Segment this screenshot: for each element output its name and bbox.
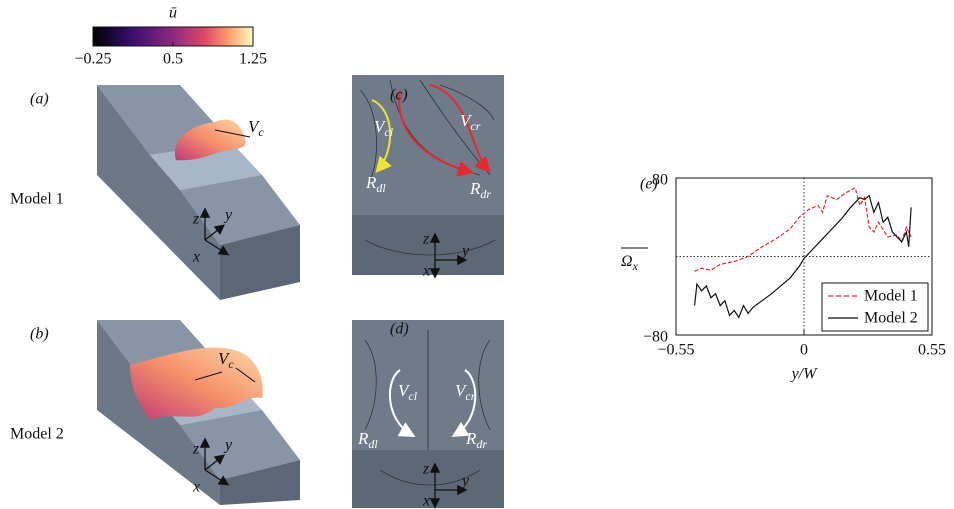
annotation-sub: cr [465, 389, 475, 403]
colorbar-tick-label: 1.25 [239, 51, 267, 68]
annotation: Rdr [469, 179, 491, 201]
annotation-main: V [218, 349, 231, 368]
axis-letter: x [422, 263, 430, 280]
y-axis-label: Ωx [621, 253, 639, 273]
annotation-main: R [357, 429, 369, 448]
annotation-main: R [465, 429, 477, 448]
axis-letter: x [192, 479, 200, 496]
annotation: Rdl [357, 429, 378, 451]
annotation: Rdr [465, 429, 487, 451]
panel-label: (b) [30, 326, 49, 343]
y-axis-label-sub: x [632, 259, 639, 273]
colorbar-label: ū [169, 5, 177, 22]
annotation-sub: dr [480, 187, 491, 201]
annotation: Vcr [455, 381, 476, 403]
panel-label: (e) [640, 176, 658, 193]
annotation-main: V [398, 381, 411, 400]
axis-letter: z [422, 461, 430, 478]
colorbar-tick-label: 0.5 [163, 51, 183, 68]
panel-a-render [97, 85, 300, 300]
y-tick-label: 80 [652, 172, 668, 189]
leader-line [194, 371, 223, 381]
annotation: Vc [248, 117, 264, 139]
annotation-sub: c [228, 357, 234, 371]
annotation-main: V [455, 381, 468, 400]
axis-letter: y [460, 243, 470, 260]
axis-arrow [204, 224, 226, 241]
leader-line [214, 129, 251, 138]
annotation-sub: dl [376, 181, 386, 195]
annotation-main: V [374, 117, 387, 136]
axis-arrow [204, 239, 230, 256]
panel-b-render [97, 320, 300, 505]
y-axis-label-main: Ω [621, 253, 633, 270]
annotation: Vc [218, 349, 234, 371]
annotation-main: V [248, 117, 261, 136]
annotation-sub: c [258, 125, 264, 139]
axis-letter: y [223, 437, 233, 454]
annotation: Rdl [365, 173, 386, 195]
annotation-sub: cr [470, 119, 480, 133]
panel-label: (a) [30, 91, 49, 108]
annotation-sub: dr [476, 437, 487, 451]
row-label: Model 1 [10, 191, 64, 208]
annotation-sub: cl [408, 389, 417, 403]
annotation-sub: dl [368, 437, 378, 451]
series-line [694, 186, 912, 272]
colorbar-tick-label: −0.25 [74, 51, 111, 68]
axis-letter: z [192, 441, 200, 458]
axis-letter: x [422, 493, 430, 509]
legend-label: Model 1 [864, 288, 918, 305]
annotation: Vcl [398, 381, 418, 403]
series-line [694, 194, 912, 319]
axis-letter: x [192, 249, 200, 266]
annotation: Vcl [374, 117, 394, 139]
annotation: Vcr [460, 111, 481, 133]
annotation-main: V [460, 111, 473, 130]
panel-label: (d) [390, 321, 409, 338]
annotation-main: R [469, 179, 481, 198]
axis-arrow [204, 454, 226, 471]
axis-letter: z [192, 211, 200, 228]
x-axis-label: y/W [790, 366, 819, 383]
x-tick-label: 0 [800, 342, 808, 359]
panel-c-render [352, 75, 504, 275]
legend-box [821, 282, 929, 332]
legend-label: Model 2 [864, 310, 918, 327]
axis-letter: z [422, 231, 430, 248]
axis-arrow [204, 469, 230, 486]
panel-label: (c) [390, 87, 408, 104]
panel-d-render [352, 320, 504, 508]
annotation-sub: cl [384, 125, 393, 139]
leader-line [235, 367, 256, 383]
y-tick-label: −80 [643, 329, 668, 346]
x-tick-label: 0.55 [918, 342, 946, 359]
axis-letter: y [460, 473, 470, 490]
x-tick-label: −0.55 [657, 342, 694, 359]
annotation-main: R [365, 173, 377, 192]
axis-letter: y [223, 207, 233, 224]
row-label: Model 2 [10, 426, 64, 443]
